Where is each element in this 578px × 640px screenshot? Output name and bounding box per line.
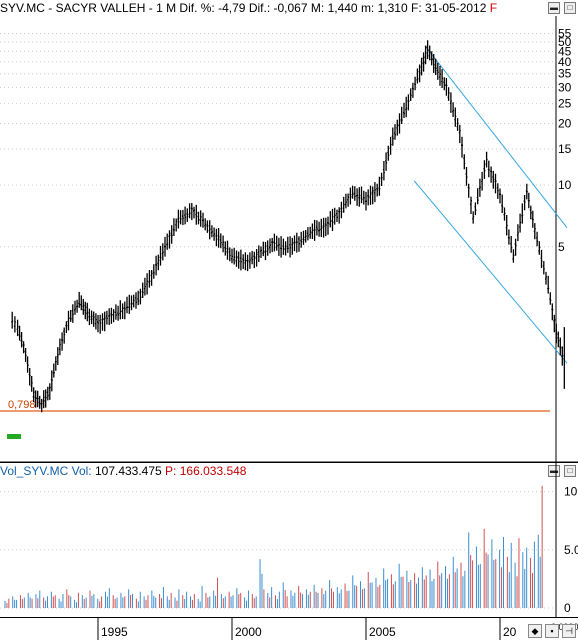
pane-toolbar: ▬ □ [548, 2, 576, 14]
date-value: 31-05-2012 [425, 1, 487, 15]
y-tick-label: 50 [558, 35, 572, 49]
volume-pane-toolbar: ▬ □ [548, 465, 576, 477]
pane-divider[interactable] [0, 462, 578, 463]
high-value: 1,440 [327, 1, 358, 15]
price-series [11, 40, 565, 413]
y-tick-label: 55 [558, 27, 572, 41]
change-value: -0,067 [273, 1, 308, 15]
symbol-label: SYV.MC [0, 1, 45, 15]
y-tick-label: 15 [558, 142, 572, 156]
pct-change-label: Dif. %: [179, 1, 215, 15]
y-tick-label: 10 [558, 178, 572, 192]
time-axis-divider [0, 617, 578, 618]
company-name: SACYR VALLEH [55, 1, 146, 15]
low-value: 1,310 [377, 1, 408, 15]
high-label: M: [310, 1, 325, 15]
support-label: 0,798 [8, 399, 36, 411]
x-tick-label: 2005 [369, 625, 396, 639]
y-tick-label: 40 [558, 55, 572, 69]
green-marker [7, 434, 21, 439]
color-palette-icon[interactable]: ◆ [528, 624, 542, 638]
volume-value: 107.433.475 [94, 464, 162, 478]
volume-p-label: P: [165, 464, 177, 478]
volume-label: Vol_SYV.MC Vol: [0, 464, 92, 478]
x-tick-label: 2000 [235, 625, 262, 639]
volume-y-tick-label: 10 [564, 485, 578, 499]
save-icon[interactable]: ▪ [545, 624, 559, 638]
pct-change-value: -4,79 [218, 1, 246, 15]
change-label: Dif.: [248, 1, 271, 15]
x-tick-label: 20 [503, 625, 517, 639]
pane-divider-top[interactable] [0, 461, 578, 462]
y-tick-label: 5 [558, 240, 565, 254]
corner-tools: ◆ ▪ ⊣ [528, 624, 576, 638]
channel-upper-line [424, 45, 568, 228]
chart-header: SYV.MC - SACYR VALLEH - 1 M Dif. %: -4,7… [0, 0, 578, 16]
minimize-pane-icon[interactable]: ▬ [548, 2, 560, 14]
x-tick-label: 1995 [101, 625, 128, 639]
volume-p-value: 166.033.548 [179, 464, 247, 478]
maximize-pane-icon[interactable]: □ [564, 2, 576, 14]
maximize-volume-pane-icon[interactable]: □ [564, 465, 576, 477]
pin-icon[interactable]: ⊣ [562, 624, 576, 638]
period-label: 1 M [156, 1, 177, 15]
flag-label: F [489, 1, 498, 15]
channel-lower-line [413, 180, 568, 364]
y-tick-label: 35 [558, 67, 572, 81]
low-label: m: [360, 1, 375, 15]
volume-y-tick-label: 5.0 [564, 543, 578, 557]
y-tick-label: 30 [558, 80, 572, 94]
date-label: F: [411, 1, 422, 15]
volume-header: Vol_SYV.MC Vol: 107.433.475 P: 166.033.5… [0, 463, 578, 479]
y-tick-label: 25 [558, 97, 572, 111]
y-tick-label: 45 [558, 44, 572, 58]
y-tick-label: 20 [558, 116, 572, 130]
volume-y-tick-label: 0 [564, 601, 571, 615]
minimize-volume-pane-icon[interactable]: ▬ [548, 465, 560, 477]
